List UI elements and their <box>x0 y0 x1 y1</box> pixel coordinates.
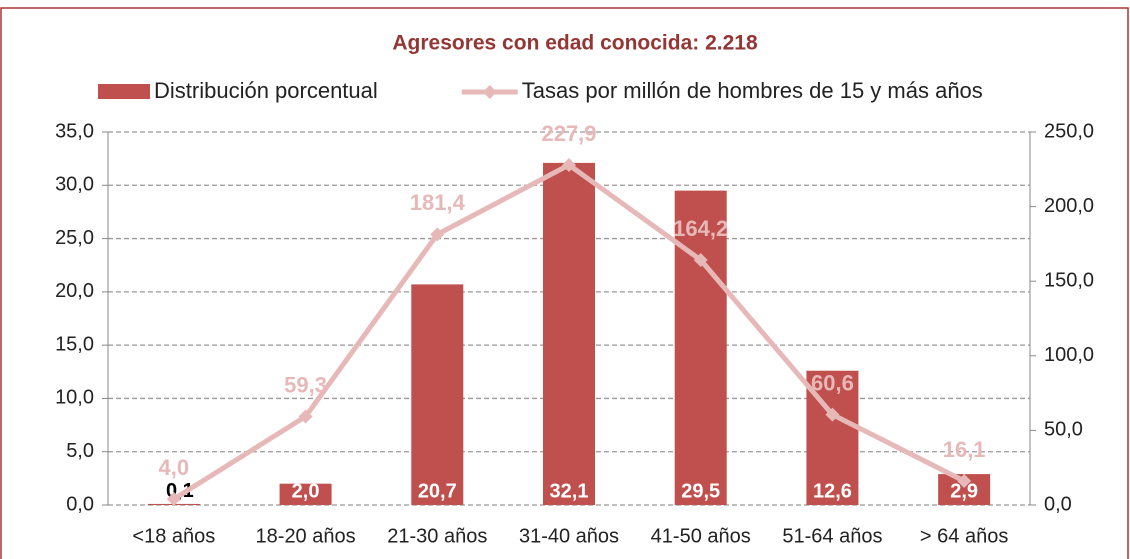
y2-tick-label: 50,0 <box>1044 419 1083 441</box>
line-marker <box>957 473 972 488</box>
x-tick-label: 21-30 años <box>387 525 487 547</box>
line-value-label: 4,0 <box>159 455 190 480</box>
y-tick-label: 35,0 <box>55 120 94 142</box>
legend-swatch <box>98 84 150 99</box>
bar-value-label: 12,6 <box>813 480 852 502</box>
y2-tick-label: 200,0 <box>1044 195 1094 217</box>
bar <box>674 190 727 505</box>
line-marker <box>298 409 313 424</box>
line-value-label: 60,6 <box>811 370 854 395</box>
x-tick-label: > 64 años <box>920 525 1008 547</box>
legend-swatch <box>482 85 497 99</box>
y-tick-label: 20,0 <box>55 280 94 302</box>
x-tick-label: 41-50 años <box>651 525 751 547</box>
x-tick-label: 51-64 años <box>782 525 882 547</box>
y2-tick-label: 100,0 <box>1044 344 1094 366</box>
line-marker <box>825 407 840 422</box>
x-tick-label: 18-20 años <box>256 525 356 547</box>
y-tick-label: 15,0 <box>55 333 94 355</box>
x-tick-label: <18 años <box>132 525 215 547</box>
line-value-label: 164,2 <box>673 216 728 241</box>
line-marker <box>430 227 445 242</box>
line-marker <box>166 492 181 507</box>
bar-value-label: 2,0 <box>292 480 320 502</box>
bar <box>543 162 595 506</box>
y-tick-label: 0,0 <box>66 493 94 515</box>
bar <box>279 483 332 505</box>
y-tick-label: 30,0 <box>55 174 94 196</box>
y2-tick-label: 150,0 <box>1044 269 1094 291</box>
line-value-label: 16,1 <box>943 437 986 462</box>
chart-title: Agresores con edad conocida: 2.218 <box>392 32 758 55</box>
legend-label: Distribución porcentual <box>154 78 378 103</box>
bar-value-label: 2,9 <box>950 480 978 502</box>
y2-tick-label: 250,0 <box>1044 120 1094 142</box>
y-tick-label: 10,0 <box>55 387 94 409</box>
y-tick-label: 25,0 <box>55 227 94 249</box>
bar-value-label: 32,1 <box>550 480 589 502</box>
bar-value-label: 29,5 <box>681 480 720 502</box>
bar <box>411 284 464 505</box>
bar-value-label: 20,7 <box>418 480 457 502</box>
y2-tick-label: 0,0 <box>1044 493 1072 515</box>
x-tick-label: 31-40 años <box>519 525 619 547</box>
line-marker <box>693 253 708 268</box>
line-marker <box>562 157 576 172</box>
line-value-label: 227,9 <box>541 121 596 146</box>
line-value-label: 59,3 <box>284 372 327 397</box>
y-tick-label: 5,0 <box>66 440 94 462</box>
legend-label: Tasas por millón de hombres de 15 y más … <box>522 78 983 103</box>
line-value-label: 181,4 <box>410 190 466 215</box>
